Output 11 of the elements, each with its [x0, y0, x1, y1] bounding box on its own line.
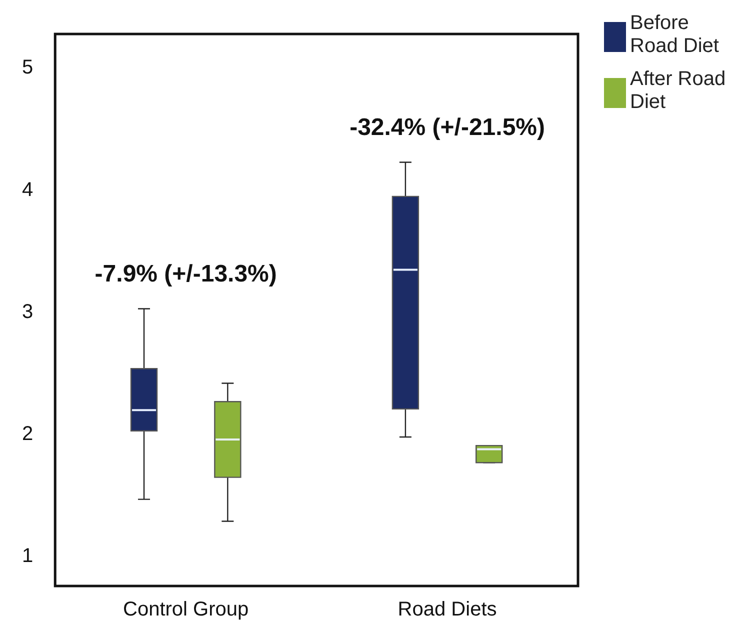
annotation: -32.4% (+/-21.5%): [350, 114, 545, 141]
legend-label: Before Road Diet: [630, 12, 720, 58]
y-tick-label: 2: [22, 423, 34, 446]
x-tick-label: Road Diets: [398, 598, 497, 621]
y-tick-label: 5: [22, 56, 34, 79]
y-tick-label: 3: [22, 300, 34, 323]
annotation: -7.9% (+/-13.3%): [94, 260, 277, 288]
x-tick-label: Control Group: [123, 598, 249, 621]
legend-label: After Road Diet: [630, 68, 727, 114]
y-tick-label: 1: [22, 545, 34, 568]
y-tick-label: 4: [22, 178, 34, 201]
